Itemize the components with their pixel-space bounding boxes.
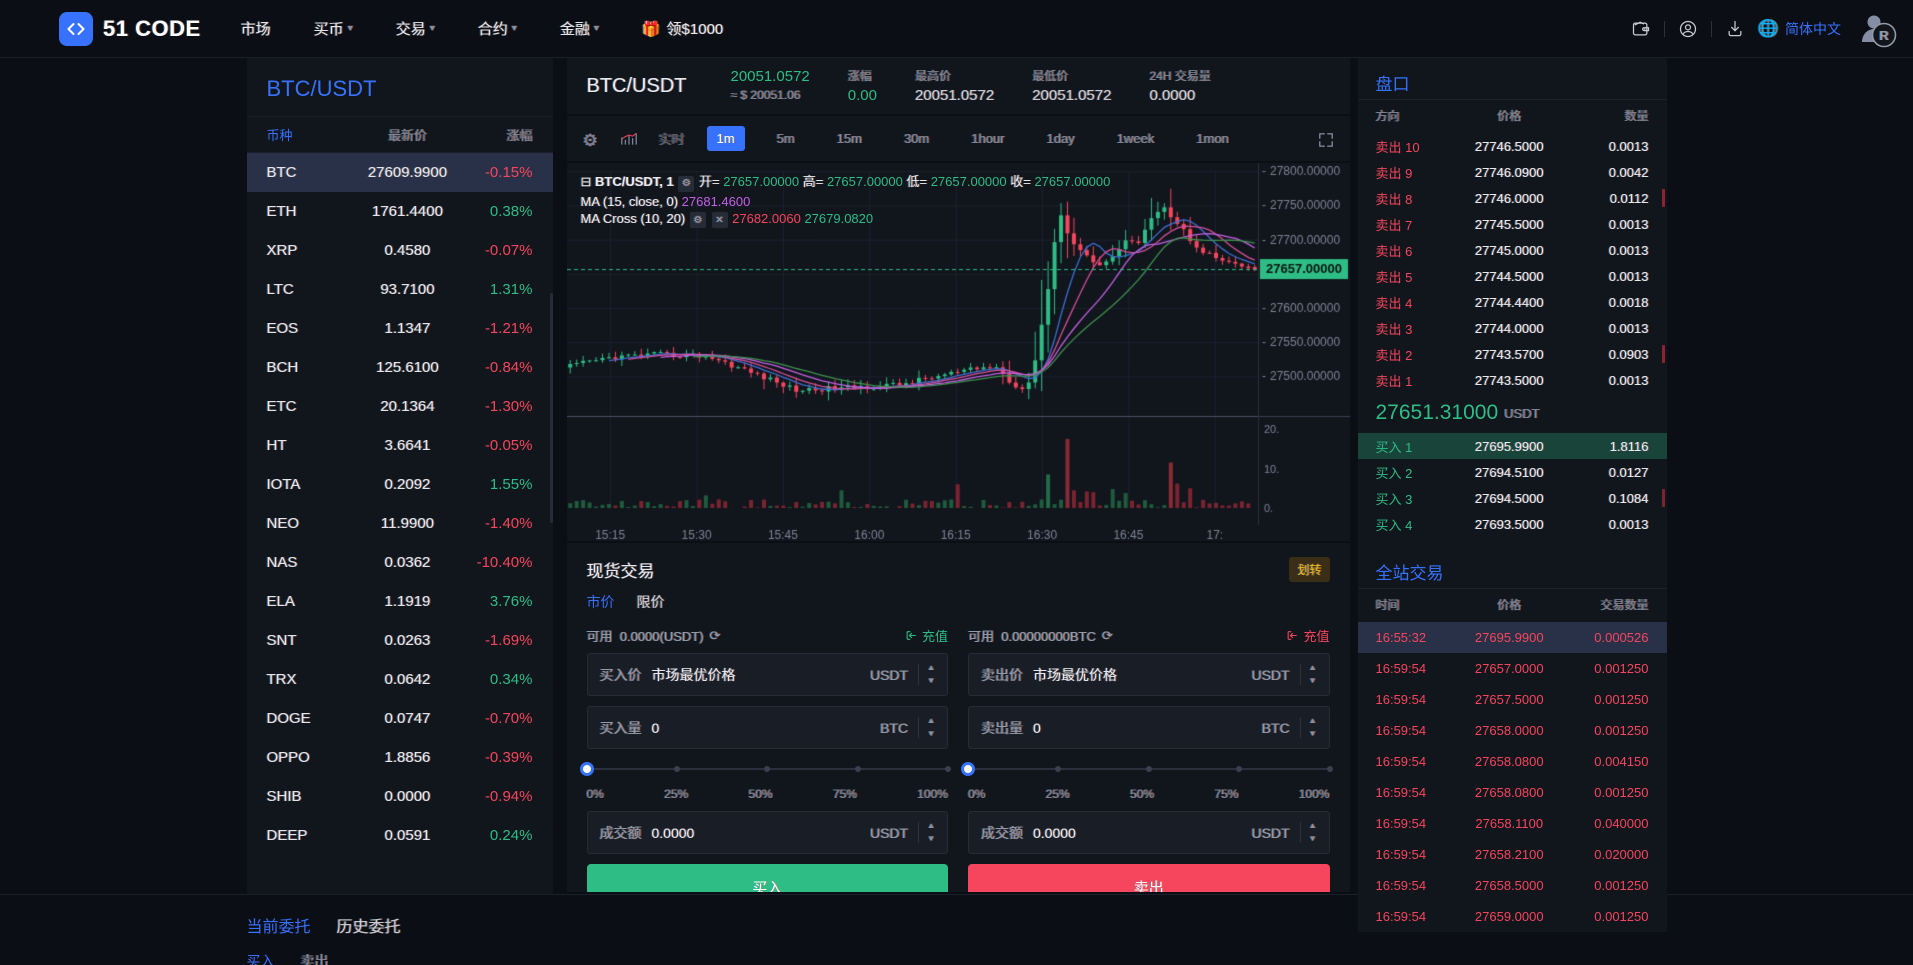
svg-text:R: R [1879, 28, 1889, 43]
